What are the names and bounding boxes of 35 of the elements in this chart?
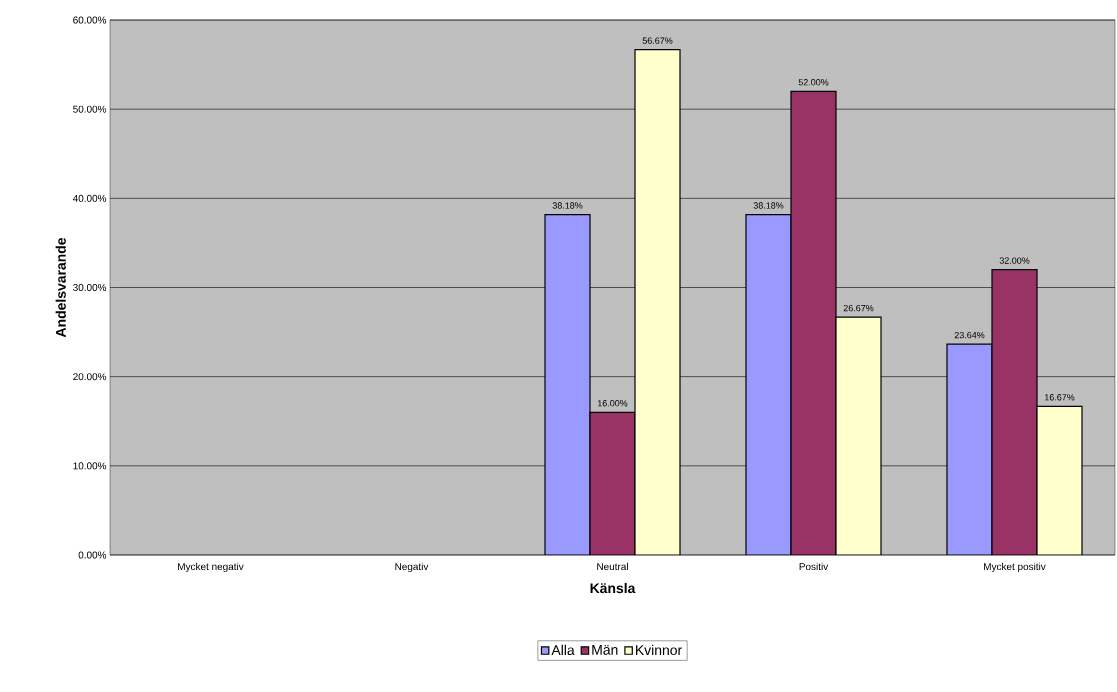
x-tick-label: Negativ bbox=[395, 562, 429, 573]
bar bbox=[835, 316, 882, 555]
data-label: 16.00% bbox=[597, 400, 628, 407]
legend-label: Män bbox=[592, 645, 618, 655]
data-label: 32.00% bbox=[999, 257, 1030, 264]
data-label: 56.67% bbox=[642, 37, 673, 44]
data-label: 52.00% bbox=[798, 79, 829, 86]
bar bbox=[544, 213, 591, 555]
bar bbox=[745, 213, 792, 555]
y-tick-label: 20.00% bbox=[73, 373, 107, 381]
bar bbox=[634, 49, 681, 555]
bar bbox=[946, 343, 993, 555]
x-tick-label: Positiv bbox=[799, 562, 829, 571]
x-tick-label: Mycket positiv bbox=[984, 562, 1046, 573]
bar bbox=[790, 90, 837, 555]
data-label: 23.64% bbox=[954, 331, 985, 339]
y-tick-label: 40.00% bbox=[72, 194, 107, 202]
data-label: 38.18% bbox=[552, 202, 583, 209]
bar bbox=[991, 269, 1038, 555]
data-label: 38.18% bbox=[753, 202, 784, 209]
y-tick-label: 0.00% bbox=[78, 551, 107, 559]
y-tick-label: 30.00% bbox=[73, 283, 107, 292]
y-tick-label: 10.00% bbox=[73, 462, 107, 470]
x-axis-title: Känsla bbox=[590, 582, 636, 594]
y-tick-label: 60.00% bbox=[73, 16, 107, 24]
x-tick-label: Neutral bbox=[597, 562, 628, 571]
y-axis-title: Andelsvarande bbox=[55, 237, 66, 338]
y-tick-label: 50.00% bbox=[73, 105, 107, 113]
data-label: 16.67% bbox=[1044, 394, 1075, 401]
bar bbox=[1036, 405, 1083, 555]
legend-label: Alla bbox=[551, 644, 575, 656]
data-label: 26.67% bbox=[843, 304, 874, 312]
legend-label: Kvinnor bbox=[636, 644, 682, 656]
bar bbox=[589, 411, 636, 555]
x-tick-label: Mycket negativ bbox=[178, 562, 244, 573]
